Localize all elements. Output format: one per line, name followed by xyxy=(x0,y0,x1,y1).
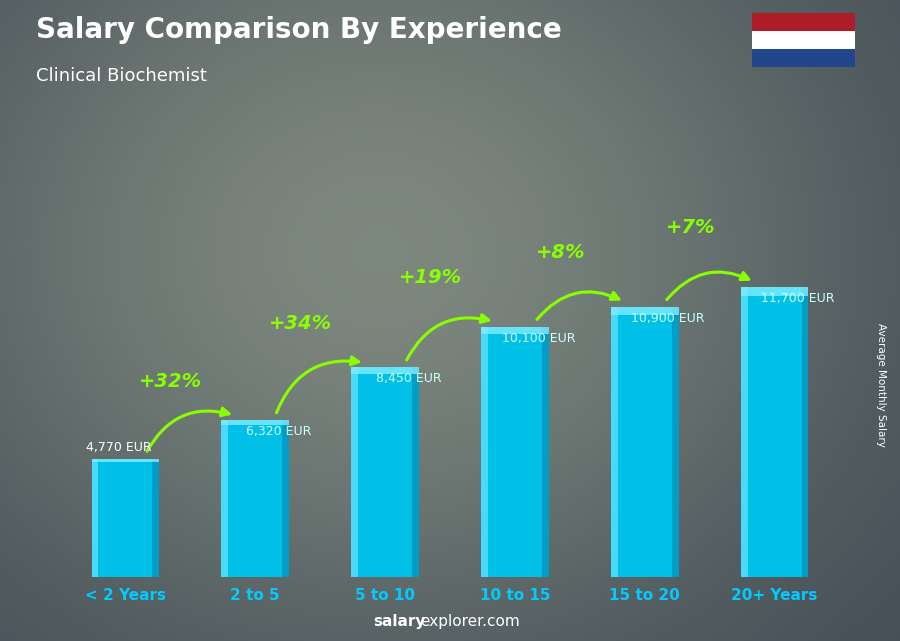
FancyBboxPatch shape xyxy=(283,420,289,577)
Text: 4,770 EUR: 4,770 EUR xyxy=(86,441,152,454)
FancyBboxPatch shape xyxy=(671,307,679,577)
FancyBboxPatch shape xyxy=(351,367,358,577)
Text: salary: salary xyxy=(374,615,426,629)
FancyBboxPatch shape xyxy=(482,326,549,577)
Text: +34%: +34% xyxy=(269,313,332,333)
FancyBboxPatch shape xyxy=(542,326,549,577)
Bar xyxy=(752,13,855,31)
Bar xyxy=(752,31,855,49)
Text: +32%: +32% xyxy=(140,372,202,390)
Text: 11,700 EUR: 11,700 EUR xyxy=(761,292,834,305)
Text: +8%: +8% xyxy=(536,243,585,262)
FancyBboxPatch shape xyxy=(611,307,679,577)
Text: Clinical Biochemist: Clinical Biochemist xyxy=(36,67,207,85)
FancyBboxPatch shape xyxy=(221,420,229,577)
FancyBboxPatch shape xyxy=(741,287,808,296)
FancyBboxPatch shape xyxy=(611,307,679,315)
Text: 6,320 EUR: 6,320 EUR xyxy=(246,425,311,438)
Text: +7%: +7% xyxy=(665,219,715,237)
FancyBboxPatch shape xyxy=(482,326,549,334)
Text: 8,450 EUR: 8,450 EUR xyxy=(375,372,441,385)
FancyBboxPatch shape xyxy=(92,459,98,577)
FancyBboxPatch shape xyxy=(221,420,289,577)
FancyBboxPatch shape xyxy=(152,459,159,577)
Text: Average Monthly Salary: Average Monthly Salary xyxy=(877,322,886,447)
FancyBboxPatch shape xyxy=(741,287,808,577)
FancyBboxPatch shape xyxy=(92,459,159,577)
Text: 10,900 EUR: 10,900 EUR xyxy=(632,312,705,325)
FancyBboxPatch shape xyxy=(92,459,159,462)
FancyBboxPatch shape xyxy=(741,287,748,577)
FancyBboxPatch shape xyxy=(351,367,418,374)
FancyBboxPatch shape xyxy=(482,326,488,577)
Text: explorer.com: explorer.com xyxy=(420,615,520,629)
FancyBboxPatch shape xyxy=(351,367,418,577)
FancyBboxPatch shape xyxy=(412,367,418,577)
Text: Salary Comparison By Experience: Salary Comparison By Experience xyxy=(36,16,562,44)
Text: 10,100 EUR: 10,100 EUR xyxy=(501,331,575,344)
Bar xyxy=(752,49,855,67)
FancyBboxPatch shape xyxy=(611,307,617,577)
FancyBboxPatch shape xyxy=(221,420,289,425)
FancyBboxPatch shape xyxy=(802,287,808,577)
Text: +19%: +19% xyxy=(399,268,462,287)
